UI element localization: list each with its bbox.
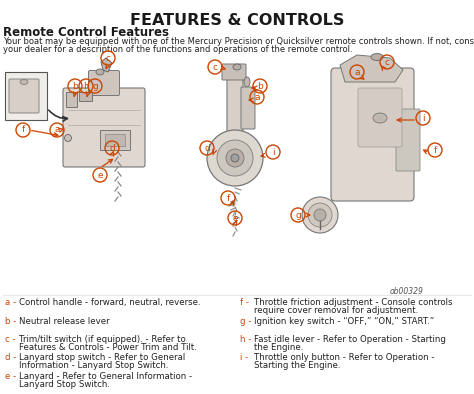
Text: c -: c -: [5, 335, 16, 344]
Polygon shape: [340, 55, 403, 82]
Text: g -: g -: [240, 316, 251, 325]
Text: a: a: [54, 126, 60, 134]
Text: d: d: [109, 143, 115, 152]
Text: b: b: [72, 82, 78, 91]
Ellipse shape: [373, 113, 387, 123]
Ellipse shape: [233, 64, 241, 70]
Circle shape: [226, 149, 244, 167]
Circle shape: [217, 140, 253, 176]
Text: c: c: [384, 58, 390, 67]
Text: a: a: [254, 93, 260, 102]
Text: e: e: [232, 214, 238, 223]
Text: ob00329: ob00329: [390, 287, 424, 296]
Text: d: d: [204, 143, 210, 152]
Text: f -: f -: [240, 298, 249, 307]
Ellipse shape: [371, 54, 383, 61]
FancyBboxPatch shape: [63, 88, 145, 167]
Polygon shape: [101, 58, 112, 72]
Text: Lanyard stop switch - Refer to General: Lanyard stop switch - Refer to General: [19, 353, 185, 362]
Text: Remote Control Features: Remote Control Features: [3, 26, 169, 39]
Text: i -: i -: [240, 353, 248, 362]
FancyBboxPatch shape: [66, 93, 78, 108]
Text: your dealer for a description of the functions and operations of the remote cont: your dealer for a description of the fun…: [3, 45, 353, 54]
Text: i: i: [422, 113, 424, 123]
Text: c: c: [106, 54, 110, 63]
Text: h -: h -: [240, 335, 251, 344]
Text: Starting the Engine.: Starting the Engine.: [254, 362, 340, 370]
Ellipse shape: [96, 69, 104, 75]
FancyBboxPatch shape: [89, 71, 119, 95]
Text: Control handle - forward, neutral, reverse.: Control handle - forward, neutral, rever…: [19, 298, 201, 307]
FancyBboxPatch shape: [358, 88, 402, 147]
Text: a -: a -: [5, 298, 16, 307]
FancyBboxPatch shape: [5, 72, 47, 120]
Text: Information - Lanyard Stop Switch.: Information - Lanyard Stop Switch.: [19, 362, 168, 370]
Text: e -: e -: [5, 372, 16, 381]
Circle shape: [302, 197, 338, 233]
FancyBboxPatch shape: [222, 64, 246, 80]
Text: c: c: [212, 63, 218, 71]
Text: Neutral release lever: Neutral release lever: [19, 316, 109, 325]
Text: Trim/tilt switch (if equipped). - Refer to: Trim/tilt switch (if equipped). - Refer …: [19, 335, 186, 344]
Text: g: g: [92, 82, 98, 91]
FancyBboxPatch shape: [396, 109, 420, 171]
FancyBboxPatch shape: [80, 93, 92, 102]
Text: Ignition key switch - “OFF,” “ON,” START.”: Ignition key switch - “OFF,” “ON,” START…: [254, 316, 434, 325]
Text: Your boat may be equipped with one of the Mercury Precision or Quicksilver remot: Your boat may be equipped with one of th…: [3, 37, 474, 46]
Text: f: f: [227, 193, 229, 203]
Ellipse shape: [64, 134, 72, 141]
Text: Features & Controls - Power Trim and Tilt.: Features & Controls - Power Trim and Til…: [19, 343, 197, 352]
FancyBboxPatch shape: [105, 134, 125, 146]
Text: the Engine.: the Engine.: [254, 343, 303, 352]
Text: f: f: [433, 145, 437, 154]
Ellipse shape: [20, 80, 28, 84]
Text: i: i: [272, 147, 274, 156]
Text: FEATURES & CONTROLS: FEATURES & CONTROLS: [130, 13, 344, 28]
Text: Lanyard Stop Switch.: Lanyard Stop Switch.: [19, 380, 110, 389]
Text: e: e: [97, 171, 103, 180]
Text: a: a: [354, 67, 360, 76]
Ellipse shape: [244, 77, 250, 87]
Circle shape: [207, 130, 263, 186]
Text: b: b: [257, 82, 263, 91]
Text: d -: d -: [5, 353, 17, 362]
Circle shape: [308, 203, 332, 227]
FancyBboxPatch shape: [9, 79, 39, 113]
Circle shape: [314, 209, 326, 221]
Text: Lanyard - Refer to General Information -: Lanyard - Refer to General Information -: [19, 372, 192, 381]
FancyBboxPatch shape: [100, 130, 130, 150]
Text: b -: b -: [5, 316, 17, 325]
Text: Throttle only button - Refer to Operation -: Throttle only button - Refer to Operatio…: [254, 353, 435, 362]
Text: require cover removal for adjustment.: require cover removal for adjustment.: [254, 306, 418, 315]
Text: g: g: [295, 210, 301, 219]
Text: f: f: [21, 126, 25, 134]
Text: Throttle friction adjustment - Console controls: Throttle friction adjustment - Console c…: [254, 298, 453, 307]
FancyBboxPatch shape: [241, 87, 255, 129]
Circle shape: [231, 154, 239, 162]
FancyBboxPatch shape: [331, 68, 414, 201]
FancyBboxPatch shape: [227, 71, 243, 153]
Text: h: h: [83, 82, 89, 91]
Text: Fast idle lever - Refer to Operation - Starting: Fast idle lever - Refer to Operation - S…: [254, 335, 446, 344]
